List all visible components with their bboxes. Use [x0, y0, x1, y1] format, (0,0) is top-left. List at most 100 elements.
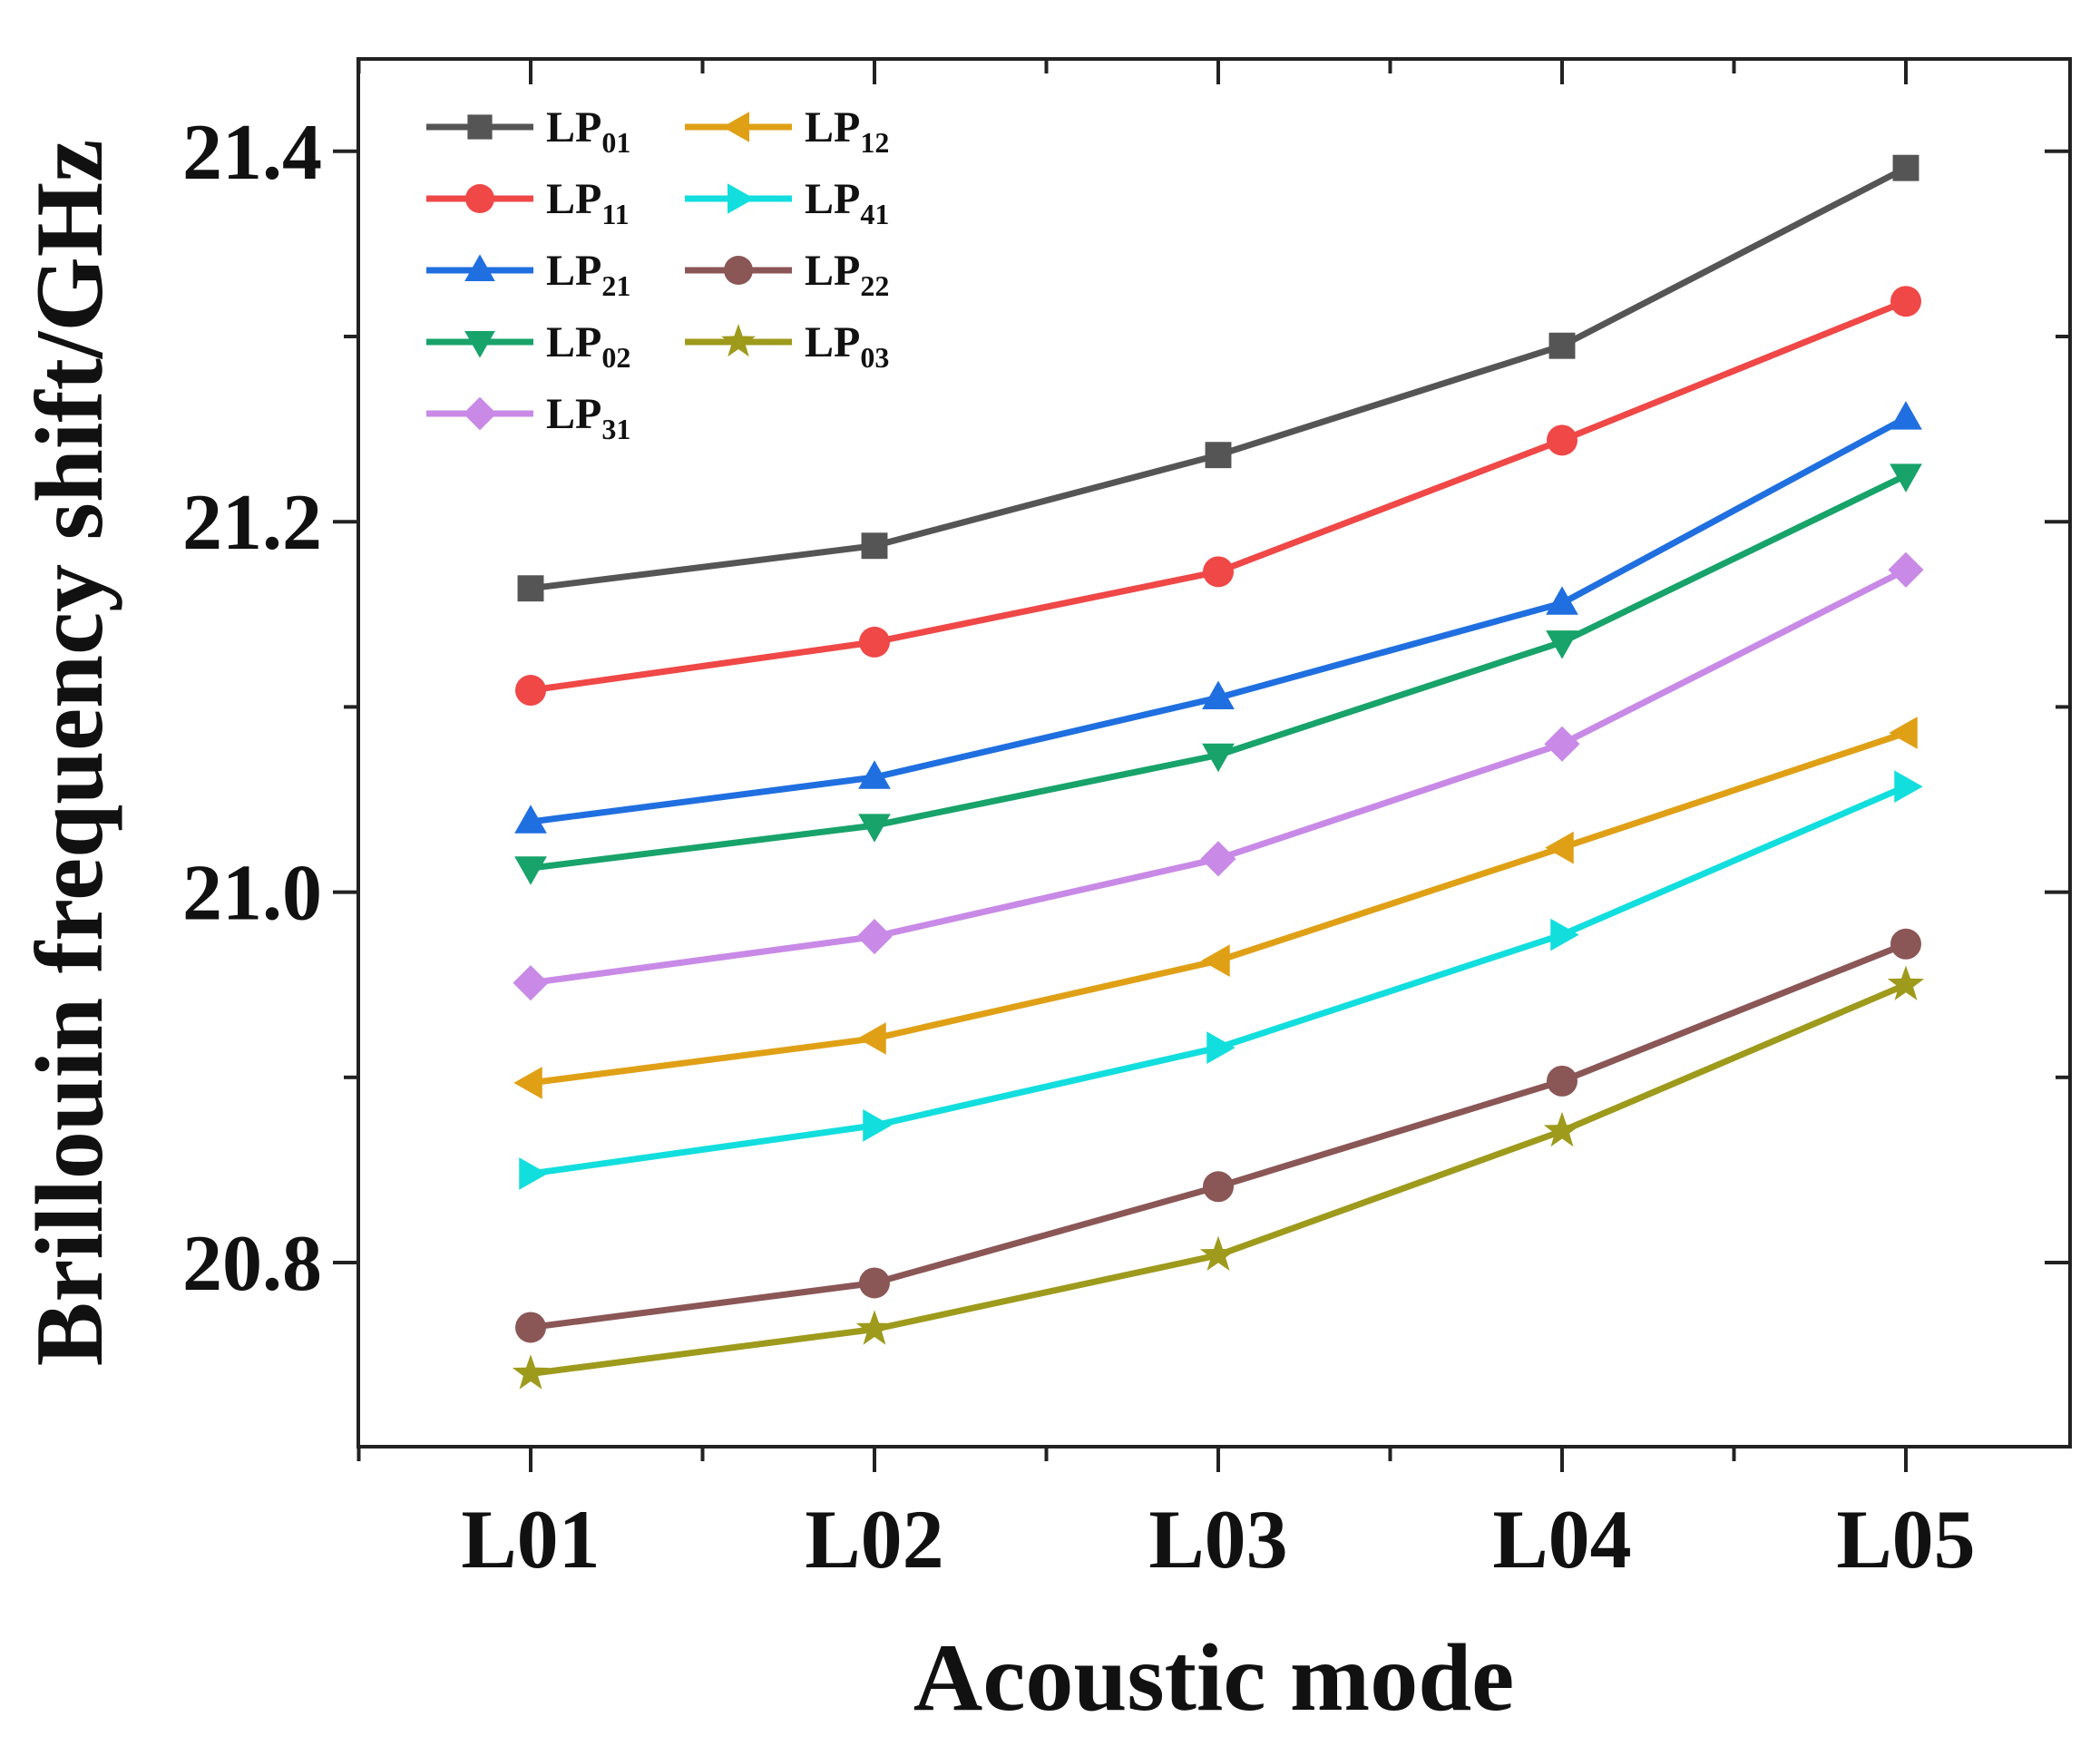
data-point — [1888, 551, 1924, 588]
legend-item: LP01 — [426, 103, 630, 159]
data-point — [513, 965, 549, 1001]
x-axis-label: Acoustic mode — [913, 1624, 1514, 1731]
series-line — [530, 298, 1908, 694]
data-point — [1201, 944, 1230, 978]
legend-subscript: 12 — [860, 126, 889, 159]
data-point — [465, 184, 494, 213]
legend-item: LP22 — [685, 247, 889, 302]
legend-label: LP02 — [546, 318, 630, 374]
data-point — [858, 760, 891, 789]
data-point — [1894, 770, 1923, 804]
legend-item: LP41 — [685, 175, 889, 230]
series-line — [530, 165, 1908, 592]
x-tick-label: L04 — [1492, 1493, 1631, 1585]
legend-label: LP12 — [805, 103, 889, 159]
y-tick-label: 21.4 — [182, 109, 322, 197]
legend-subscript: 02 — [601, 341, 630, 374]
data-point — [859, 1267, 890, 1299]
legend-label: LP11 — [546, 175, 630, 230]
x-axis: L01 L02 L03 L04 L05 — [357, 59, 1976, 1585]
data-point — [721, 324, 756, 357]
series-lp12 — [513, 717, 1918, 1099]
data-point — [1544, 726, 1580, 762]
series-lp21 — [514, 401, 1922, 834]
data-point — [515, 675, 546, 707]
legend-item: LP11 — [426, 175, 630, 230]
legend-subscript: 41 — [860, 198, 889, 230]
legend-subscript: 01 — [601, 126, 630, 159]
legend-label: LP31 — [546, 390, 630, 445]
data-point — [512, 1354, 550, 1390]
series-line — [530, 941, 1908, 1331]
data-point — [514, 856, 547, 885]
legend-item: LP12 — [685, 103, 889, 159]
data-point — [1543, 1111, 1581, 1147]
legend-item: LP21 — [426, 247, 630, 302]
data-point — [463, 396, 497, 431]
series-lp02 — [514, 463, 1922, 885]
data-point — [519, 1157, 548, 1190]
data-point — [514, 805, 547, 834]
legend-label: LP01 — [546, 103, 630, 159]
data-point — [722, 112, 749, 142]
x-tick-label: L03 — [1148, 1493, 1287, 1585]
data-point — [1890, 463, 1922, 493]
y-axis: 20.8 21.0 21.2 21.4 — [182, 109, 2070, 1308]
data-point — [1205, 442, 1232, 469]
series-lp31 — [513, 551, 1924, 1001]
x-tick-label: L01 — [461, 1493, 600, 1585]
series-lp11 — [515, 286, 1921, 707]
data-point — [859, 626, 890, 658]
data-point — [1199, 1235, 1237, 1271]
data-point — [1202, 743, 1235, 773]
legend-item: LP31 — [426, 390, 630, 445]
data-point — [1202, 680, 1235, 709]
data-point — [1203, 1171, 1234, 1203]
legend: LP01 LP11 LP21 LP02 LP31 LP12 LP41 LP22 LP03 — [426, 103, 889, 445]
data-point — [1550, 918, 1579, 951]
legend-label: LP41 — [805, 175, 889, 230]
data-point — [1890, 928, 1921, 960]
data-point — [863, 1109, 892, 1142]
data-point — [1546, 586, 1578, 615]
data-point — [464, 254, 495, 281]
series-line — [530, 567, 1908, 987]
series-lp22 — [515, 928, 1921, 1343]
legend-item: LP03 — [685, 318, 889, 374]
legend-subscript: 11 — [601, 198, 629, 230]
data-point — [728, 183, 755, 214]
data-point — [467, 114, 493, 140]
data-point — [1887, 965, 1925, 1000]
data-point — [1889, 717, 1918, 749]
data-point — [513, 1067, 542, 1099]
data-point — [1548, 332, 1576, 359]
data-point — [858, 814, 891, 843]
x-tick-label: L02 — [805, 1493, 943, 1585]
series-lp03 — [512, 965, 1925, 1390]
legend-subscript: 31 — [601, 413, 630, 445]
legend-label: LP03 — [805, 318, 889, 374]
series-line — [530, 729, 1908, 1087]
y-tick-label: 20.8 — [182, 1220, 322, 1308]
legend-subscript: 22 — [860, 269, 889, 302]
plot-frame — [357, 57, 2072, 1448]
data-point — [1203, 556, 1234, 588]
series-lp01 — [517, 154, 1919, 602]
data-point — [464, 331, 495, 358]
legend-subscript: 03 — [860, 341, 889, 374]
x-tick-label: L05 — [1836, 1493, 1975, 1585]
data-point — [1890, 286, 1921, 317]
data-point — [515, 1312, 546, 1343]
data-point — [855, 1310, 894, 1345]
plot-series — [512, 154, 1925, 1390]
legend-item: LP02 — [426, 318, 630, 374]
data-point — [861, 532, 888, 560]
data-point — [724, 256, 753, 285]
legend-label: LP21 — [546, 247, 630, 302]
data-point — [517, 575, 544, 602]
series-lp41 — [519, 770, 1923, 1190]
data-point — [857, 1022, 886, 1055]
data-point — [1206, 1031, 1236, 1064]
data-point — [1546, 630, 1578, 659]
